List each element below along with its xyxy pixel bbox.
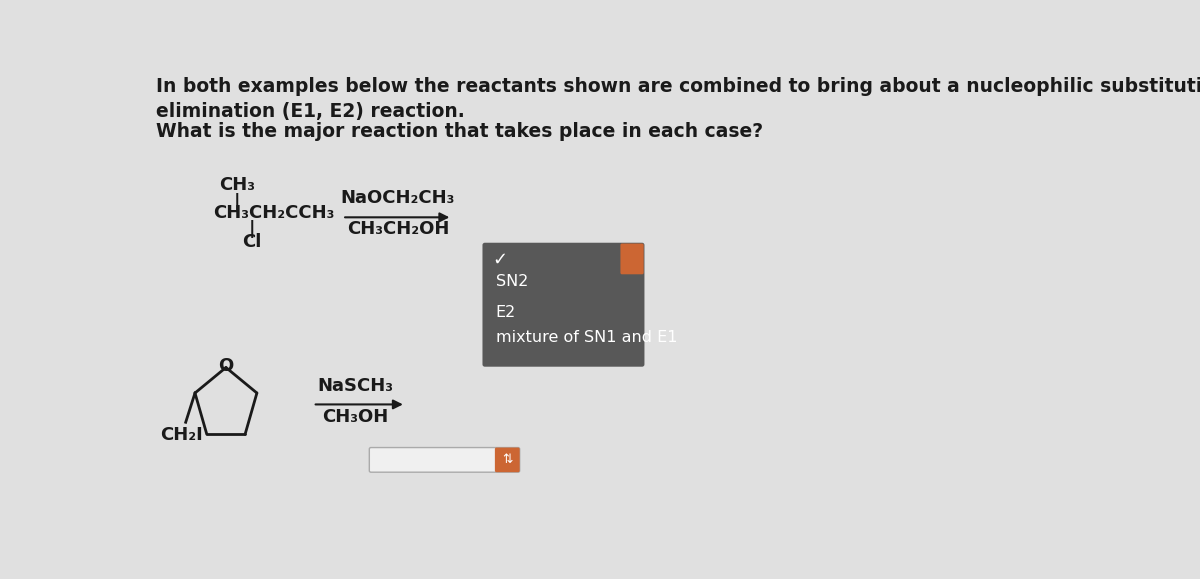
FancyBboxPatch shape (370, 448, 520, 472)
Text: |: | (250, 221, 256, 239)
Text: What is the major reaction that takes place in each case?: What is the major reaction that takes pl… (156, 122, 763, 141)
Text: CH₃CH₂CCH₃: CH₃CH₂CCH₃ (214, 204, 335, 222)
Text: mixture of SN1 and E1: mixture of SN1 and E1 (496, 329, 677, 345)
Text: E2: E2 (496, 305, 516, 320)
Text: NaSCH₃: NaSCH₃ (317, 378, 394, 395)
Text: ⇅: ⇅ (502, 453, 512, 466)
Text: |: | (234, 193, 240, 211)
Text: CH₂I: CH₂I (161, 426, 203, 444)
Text: Cl: Cl (242, 233, 262, 251)
Text: SN2: SN2 (496, 274, 528, 290)
FancyBboxPatch shape (620, 244, 643, 274)
Text: In both examples below the reactants shown are combined to bring about a nucleop: In both examples below the reactants sho… (156, 77, 1200, 96)
Text: NaOCH₂CH₃: NaOCH₂CH₃ (341, 189, 455, 207)
Text: CH₃: CH₃ (218, 176, 254, 194)
Text: ✓: ✓ (492, 251, 508, 269)
Text: O: O (218, 357, 234, 375)
FancyBboxPatch shape (482, 243, 644, 367)
Text: CH₃OH: CH₃OH (323, 408, 389, 426)
Text: elimination (E1, E2) reaction.: elimination (E1, E2) reaction. (156, 102, 464, 121)
FancyBboxPatch shape (494, 448, 520, 472)
Text: CH₃CH₂OH: CH₃CH₂OH (347, 219, 449, 237)
